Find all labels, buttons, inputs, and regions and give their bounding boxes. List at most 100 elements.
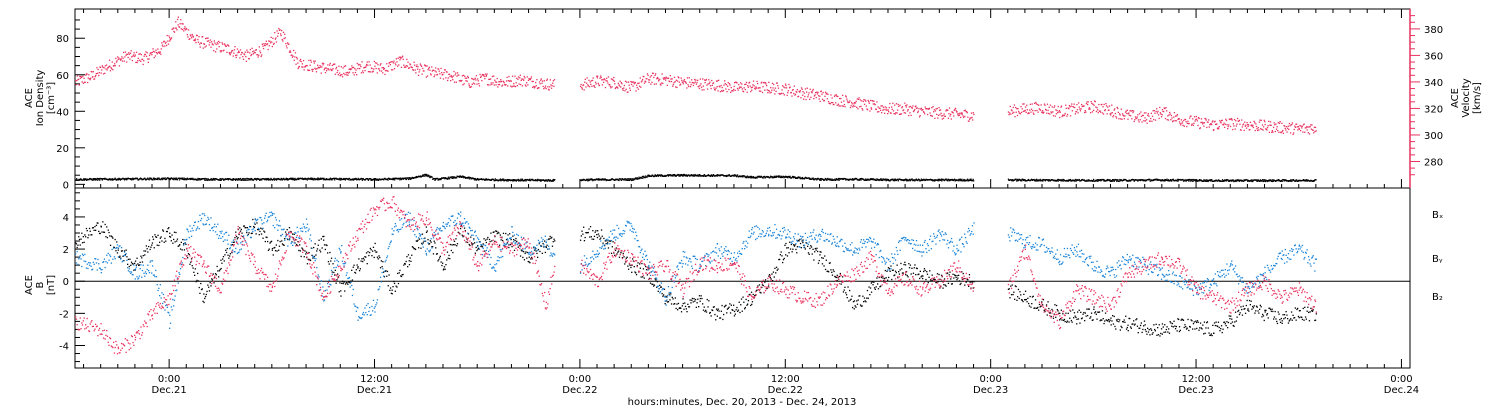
velocity-point (326, 70, 328, 72)
velocity-point (777, 87, 780, 89)
velocity-point (1150, 117, 1152, 120)
velocity-point (227, 44, 229, 46)
bx-point (263, 230, 265, 232)
velocity-point (1038, 104, 1040, 106)
velocity-point (1200, 121, 1202, 124)
velocity-point (156, 51, 158, 54)
velocity-point (782, 92, 784, 95)
density-point (1256, 179, 1259, 181)
velocity-point (809, 88, 811, 90)
density-point (1259, 180, 1261, 182)
bottom-series (75, 196, 1317, 355)
density-point (420, 175, 422, 177)
density-point (858, 179, 860, 181)
velocity-point (1028, 112, 1030, 114)
velocity-point (262, 45, 264, 47)
velocity-point (932, 106, 934, 108)
velocity-point (796, 91, 798, 93)
velocity-point (1298, 128, 1301, 130)
velocity-point (818, 95, 820, 97)
velocity-point (664, 77, 666, 80)
velocity-point (610, 78, 613, 80)
velocity-point (1124, 111, 1127, 113)
density-point (117, 178, 120, 181)
density-point (1087, 180, 1089, 182)
density-point (320, 177, 322, 179)
bx-point (307, 258, 309, 260)
velocity-point (1029, 109, 1031, 111)
bx-point (323, 235, 325, 238)
velocity-point (1288, 128, 1290, 131)
velocity-point (104, 65, 106, 67)
bx-point (204, 295, 207, 298)
velocity-point (799, 91, 801, 93)
velocity-point (395, 64, 397, 66)
density-point (1160, 180, 1162, 182)
velocity-point (649, 79, 651, 81)
velocity-point (724, 83, 726, 85)
velocity-point (157, 48, 159, 50)
velocity-point (473, 78, 475, 81)
density-point (297, 177, 299, 179)
velocity-point (156, 53, 158, 55)
density-point (1073, 180, 1075, 182)
velocity-point (830, 94, 832, 96)
density-point (913, 179, 915, 181)
bx-point (138, 264, 140, 266)
bx-point (305, 253, 307, 255)
velocity-point (309, 64, 311, 66)
velocity-point (294, 52, 297, 54)
density-point (147, 177, 149, 179)
velocity-point (158, 51, 160, 53)
density-point (1230, 180, 1232, 182)
density-point (294, 177, 296, 180)
velocity-point (483, 75, 485, 77)
velocity-point (806, 87, 808, 89)
velocity-point (693, 82, 695, 84)
velocity-point (1064, 112, 1066, 115)
density-point (534, 180, 536, 182)
bx-point (270, 240, 273, 242)
bx-point (302, 248, 304, 250)
velocity-point (1166, 119, 1168, 121)
velocity-point (541, 82, 543, 84)
density-point (263, 178, 265, 180)
velocity-point (861, 108, 863, 110)
density-point (423, 173, 425, 176)
density-point (1141, 179, 1144, 181)
velocity-point (637, 88, 640, 90)
velocity-point (1301, 127, 1303, 129)
density-point (513, 180, 515, 182)
velocity-point (389, 64, 391, 66)
velocity-point (1144, 120, 1146, 122)
bx-point (268, 248, 270, 250)
velocity-point (1254, 129, 1256, 132)
bx-point (97, 222, 99, 224)
velocity-point (491, 75, 494, 78)
density-point (1235, 180, 1238, 182)
bx-point (165, 240, 167, 242)
velocity-point (414, 69, 416, 71)
velocity-point (617, 82, 619, 84)
density-point (272, 178, 275, 180)
velocity-point (498, 83, 501, 86)
velocity-point (415, 65, 418, 68)
density-point (1222, 180, 1224, 182)
bx-point (123, 250, 126, 252)
velocity-point (468, 83, 470, 85)
density-point (340, 179, 342, 181)
density-point (645, 175, 647, 177)
velocity-point (1308, 126, 1310, 128)
bx-point (126, 256, 128, 258)
velocity-point (202, 47, 204, 49)
velocity-point (131, 56, 133, 58)
velocity-point (169, 37, 171, 39)
bx-point (129, 258, 131, 260)
velocity-point (464, 77, 466, 79)
velocity-point (400, 66, 403, 68)
density-point (697, 174, 699, 176)
velocity-point (715, 80, 718, 82)
velocity-point (1232, 123, 1234, 125)
velocity-point (1127, 113, 1129, 115)
velocity-point (879, 109, 882, 111)
